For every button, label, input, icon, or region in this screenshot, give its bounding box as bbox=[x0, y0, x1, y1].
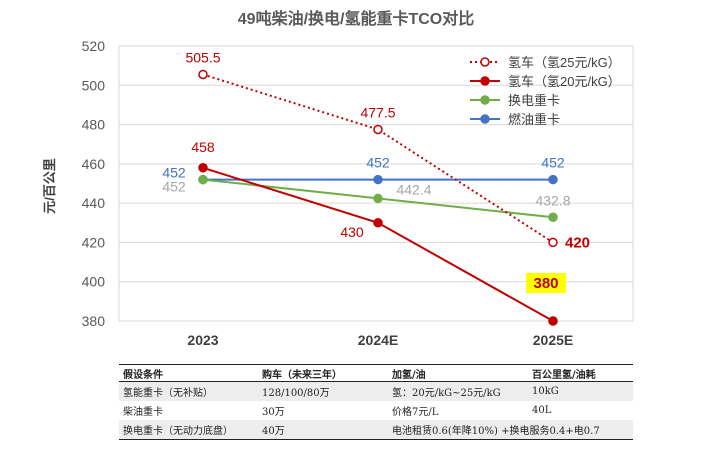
table-header-row: 假设条件 购车（未来三年） 加氢/油 百公里氢/油耗 bbox=[119, 364, 633, 382]
data-label: 452 bbox=[162, 179, 186, 195]
data-label: 452 bbox=[366, 155, 390, 171]
data-label: 458 bbox=[191, 139, 215, 155]
table-header-cell: 购车（未来三年） bbox=[258, 364, 388, 382]
data-point bbox=[198, 174, 208, 185]
assumptions-table: 假设条件 购车（未来三年） 加氢/油 百公里氢/油耗 氢能重卡（无补贴） 128… bbox=[119, 364, 633, 440]
data-point bbox=[198, 163, 208, 173]
y-tick-label: 380 bbox=[82, 313, 106, 329]
series-line bbox=[202, 166, 554, 322]
legend-marker bbox=[480, 114, 490, 124]
data-label: 452 bbox=[541, 155, 565, 171]
data-point bbox=[548, 237, 558, 248]
data-label: 452 bbox=[162, 165, 186, 181]
table-row: 柴油重卡 30万 价格7元/L 40L bbox=[119, 401, 633, 420]
series-group bbox=[198, 69, 558, 326]
table-cell: 氢：20元/kG~25元/kG bbox=[388, 381, 528, 401]
table-cell: 40L bbox=[532, 405, 552, 416]
table-cell: 10kG bbox=[528, 381, 633, 401]
table-cell: 价格7元/L bbox=[392, 407, 439, 418]
table-cell: 换电重卡（无动力底盘） bbox=[119, 420, 258, 440]
table-row: 换电重卡（无动力底盘） 40万 电池租赁0.6(年降10%) +换电服务0.4+… bbox=[119, 420, 633, 440]
data-point bbox=[548, 316, 558, 326]
y-tick-label: 400 bbox=[82, 274, 106, 290]
y-tick-label: 520 bbox=[82, 38, 106, 54]
table-row: 氢能重卡（无补贴） 128/100/80万 氢：20元/kG~25元/kG 10… bbox=[119, 381, 633, 401]
legend-label: 氢车（氢25元/kG） bbox=[508, 55, 621, 70]
y-tick-label: 480 bbox=[82, 117, 106, 133]
data-point bbox=[373, 124, 383, 135]
y-tick-label: 460 bbox=[82, 156, 106, 172]
data-label: 477.5 bbox=[360, 104, 395, 120]
tco-line-chart: 49吨柴油/换电/氢能重卡TCO对比 元/百公里 380 400 420 440 460… bbox=[42, 9, 634, 348]
table-cell: 128/100/80万 bbox=[258, 381, 388, 401]
legend-label: 燃油重卡 bbox=[508, 112, 560, 127]
y-tick-label: 420 bbox=[82, 234, 106, 250]
data-point bbox=[373, 174, 383, 185]
x-tick-label: 2023 bbox=[187, 332, 218, 348]
data-point bbox=[198, 69, 208, 80]
table-header-cell: 加氢/油 bbox=[388, 364, 528, 382]
data-label: 505.5 bbox=[185, 49, 220, 65]
chart-title: 49吨柴油/换电/氢能重卡TCO对比 bbox=[238, 9, 474, 28]
y-axis-label: 元/百公里 bbox=[42, 158, 57, 214]
x-tick-label: 2025E bbox=[533, 332, 573, 348]
legend-marker bbox=[480, 95, 490, 105]
table-cell: 柴油重卡 bbox=[123, 407, 163, 418]
y-tick-label: 500 bbox=[82, 77, 106, 93]
data-point bbox=[548, 174, 558, 185]
data-label: 380 bbox=[533, 275, 558, 292]
label-highlight bbox=[526, 273, 566, 293]
y-tick-label: 440 bbox=[82, 195, 106, 211]
x-axis-ticks: 2023 2024E 2025E bbox=[187, 332, 573, 348]
y-axis-ticks: 380 400 420 440 460 480 500 520 bbox=[82, 38, 106, 329]
data-label: 442.4 bbox=[396, 181, 431, 197]
data-point bbox=[373, 218, 383, 228]
data-point bbox=[373, 193, 383, 204]
table-cell: 电池租赁0.6(年降10%) +换电服务0.4+电0.7 bbox=[388, 420, 633, 440]
table-cell: 40万 bbox=[258, 420, 388, 440]
data-label: 432.8 bbox=[535, 192, 570, 208]
table-cell: 30万 bbox=[262, 407, 285, 418]
legend-label: 换电重卡 bbox=[508, 93, 560, 108]
table-cell: 氢能重卡（无补贴） bbox=[119, 381, 258, 401]
data-point bbox=[548, 212, 558, 223]
x-tick-label: 2024E bbox=[358, 332, 398, 348]
legend-label: 氢车（氢20元/kG） bbox=[508, 74, 621, 89]
data-label: 430 bbox=[340, 224, 364, 240]
legend-marker bbox=[480, 76, 490, 86]
data-label: 420 bbox=[565, 234, 590, 251]
legend-marker bbox=[480, 57, 490, 67]
table-header-cell: 假设条件 bbox=[119, 364, 258, 382]
series-line bbox=[202, 73, 554, 244]
table-header-cell: 百公里氢/油耗 bbox=[528, 364, 633, 382]
